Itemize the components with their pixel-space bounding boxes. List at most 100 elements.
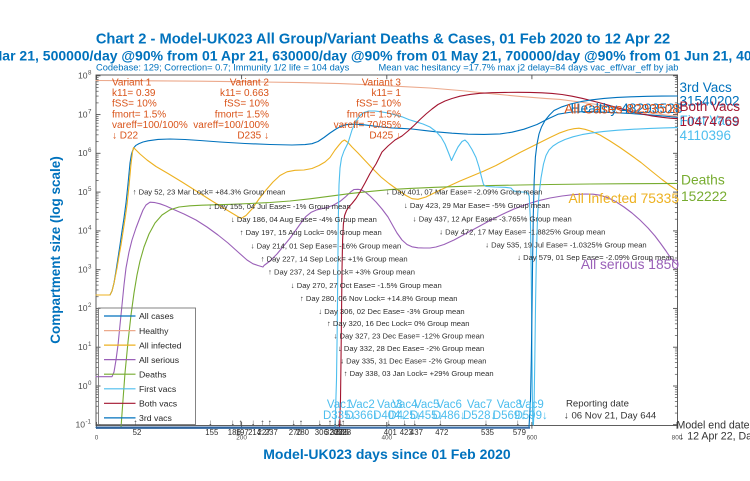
svg-text:↑ Day 320, 16 Dec Lock= 0% Gro: ↑ Day 320, 16 Dec Lock= 0% Group mean: [327, 319, 469, 328]
svg-text:Vac1: Vac1: [327, 399, 352, 411]
svg-text:3: 3: [88, 264, 92, 271]
svg-text:3rd Vacs: 3rd Vacs: [680, 80, 733, 95]
svg-text:vareff= 70/85%: vareff= 70/85%: [334, 120, 401, 131]
svg-text:10: 10: [78, 303, 88, 313]
svg-text:600: 600: [527, 435, 538, 442]
svg-text:579: 579: [513, 428, 526, 437]
svg-text:Chart 2 - Model-UK023 All Grou: Chart 2 - Model-UK023 All Group/Variant …: [96, 32, 670, 48]
svg-text:Deaths: Deaths: [681, 173, 725, 188]
svg-text:535: 535: [481, 428, 495, 437]
svg-text:5: 5: [88, 186, 92, 193]
svg-text:Model-UK023 days since 01 Feb: Model-UK023 days since 01 Feb 2020: [263, 446, 511, 462]
svg-text:423: 423: [400, 428, 413, 437]
svg-text:D425↓: D425↓: [388, 410, 421, 422]
svg-text:237: 237: [265, 428, 278, 437]
svg-text:↑: ↑: [260, 418, 264, 427]
svg-text:↑: ↑: [299, 418, 303, 427]
svg-text:Mean vac hesitancy =17.7% max: Mean vac hesitancy =17.7% max j2 delay=8…: [379, 63, 679, 73]
svg-text:437: 437: [410, 428, 423, 437]
svg-text:4: 4: [88, 225, 92, 232]
svg-text:Variant 2: Variant 2: [230, 78, 270, 89]
svg-text:↓ Day 579, 01 Sep Ease= -2.09%: ↓ Day 579, 01 Sep Ease= -2.09% Group mea…: [517, 253, 674, 262]
svg-text:↓: ↓: [208, 418, 212, 427]
svg-text:472: 472: [435, 428, 448, 437]
svg-text:200: 200: [236, 435, 247, 442]
svg-text:Model end date: Model end date: [677, 420, 750, 432]
svg-text:152222: 152222: [681, 189, 727, 204]
svg-text:332: 332: [334, 428, 347, 437]
svg-text:2: 2: [88, 302, 92, 309]
svg-text:All serious: All serious: [139, 355, 180, 365]
svg-text:↓ Day 472, 17 May Ease= -1.882: ↓ Day 472, 17 May Ease= -1.8825% Group m…: [439, 228, 605, 237]
svg-text:fmort= 1.5%: fmort= 1.5%: [215, 109, 269, 120]
svg-text:10: 10: [75, 420, 85, 430]
svg-text:fSS= 10%: fSS= 10%: [224, 99, 269, 110]
svg-text:335: 335: [336, 428, 350, 437]
svg-text:↓: ↓: [231, 418, 235, 427]
svg-text:Healthy 48293528: Healthy 48293528: [571, 101, 683, 116]
svg-text:↓ Day 214, 01 Sep Ease= -16% G: ↓ Day 214, 01 Sep Ease= -16% Group mean: [251, 241, 402, 250]
svg-text:fmort= 1.5%: fmort= 1.5%: [347, 109, 401, 120]
svg-text:10: 10: [78, 342, 88, 352]
svg-text:Healthy: Healthy: [139, 326, 169, 336]
svg-text:Deaths: Deaths: [139, 369, 167, 379]
svg-text:D335↓: D335↓: [323, 410, 356, 422]
svg-text:All serious 1850: All serious 1850: [581, 257, 679, 272]
svg-text:10: 10: [78, 265, 88, 275]
svg-text:D486↓: D486↓: [433, 410, 466, 422]
svg-text:vareff=100/100%: vareff=100/100%: [193, 120, 269, 131]
svg-text:186: 186: [228, 428, 241, 437]
svg-text:800: 800: [672, 435, 683, 442]
svg-text:k11= 0.39: k11= 0.39: [112, 88, 156, 99]
svg-text:227: 227: [257, 428, 270, 437]
svg-text:197: 197: [236, 428, 249, 437]
svg-text:Both Vacs: Both Vacs: [680, 99, 741, 114]
svg-text:↓ Day 535, 19 Jul Ease= -1.032: ↓ Day 535, 19 Jul Ease= -1.0325% Group m…: [485, 241, 646, 250]
svg-text:280: 280: [296, 428, 310, 437]
svg-text:10: 10: [78, 187, 88, 197]
svg-text:↓: ↓: [387, 418, 391, 427]
svg-text:Codebase: 129; Correction= 0.7: Codebase: 129; Correction= 0.7; Immunity…: [96, 63, 350, 73]
svg-text:Vac9: Vac9: [518, 399, 543, 411]
svg-text:10: 10: [78, 71, 88, 81]
svg-text:↑ Day 237, 24 Sep Lock= +3% Gr: ↑ Day 237, 24 Sep Lock= +3% Group mean: [268, 268, 415, 277]
svg-text:10: 10: [78, 148, 88, 158]
svg-text:↓: ↓: [333, 418, 337, 427]
svg-text:First vacs: First vacs: [139, 384, 177, 394]
svg-text:D404↓: D404↓: [373, 410, 406, 422]
svg-text:↑: ↑: [341, 418, 345, 427]
svg-text:400000/day @90% from 01 Mar 21: 400000/day @90% from 01 Mar 21, 500000/d…: [0, 48, 750, 64]
svg-text:3rd vacs: 3rd vacs: [139, 413, 172, 423]
svg-text:Vac8: Vac8: [497, 399, 522, 411]
svg-text:↓ Day 327, 23 Dec Ease= -12% G: ↓ Day 327, 23 Dec Ease= -12% Group mean: [334, 331, 484, 340]
svg-text:↓: ↓: [413, 418, 417, 427]
svg-text:All Infected 75335: All Infected 75335: [569, 191, 680, 206]
svg-text:D528↓: D528↓: [463, 410, 496, 422]
svg-text:↓ 12 Apr 22, Day 800: ↓ 12 Apr 22, Day 800: [679, 431, 750, 443]
svg-text:↓: ↓: [251, 418, 255, 427]
svg-text:All cases: All cases: [139, 311, 174, 321]
svg-text:Variant 3: Variant 3: [362, 78, 402, 89]
svg-text:Vac2: Vac2: [349, 399, 374, 411]
svg-text:vareff=100/100%: vareff=100/100%: [112, 120, 188, 131]
svg-text:7: 7: [88, 108, 92, 115]
svg-text:D425 ↓: D425 ↓: [369, 131, 401, 142]
svg-text:First Vacs: First Vacs: [680, 113, 739, 128]
svg-text:338: 338: [338, 428, 351, 437]
svg-text:↑ Day 52, 23 Mar Lock= +84.3%: ↑ Day 52, 23 Mar Lock= +84.3% Group mean: [133, 188, 286, 197]
svg-text:↓: ↓: [318, 418, 322, 427]
svg-text:All Cases 8293508: All Cases 8293508: [564, 102, 680, 117]
svg-text:Vac4: Vac4: [392, 399, 418, 411]
svg-text:320: 320: [325, 428, 339, 437]
svg-text:31540202: 31540202: [680, 94, 740, 109]
svg-text:All infected: All infected: [139, 340, 182, 350]
svg-text:↓ Day 332, 28 Dec Ease= -2% Gr: ↓ Day 332, 28 Dec Ease= -2% Group mean: [338, 344, 484, 353]
svg-text:10: 10: [78, 381, 88, 391]
svg-text:↓: ↓: [403, 418, 407, 427]
svg-text:D366↓: D366↓: [345, 410, 378, 422]
svg-text:↓: ↓: [438, 418, 442, 427]
svg-text:Vac5: Vac5: [414, 399, 439, 411]
svg-text:↑ Day 338, 03 Jan Lock= +29% G: ↑ Day 338, 03 Jan Lock= +29% Group mean: [344, 369, 494, 378]
svg-text:fSS= 10%: fSS= 10%: [356, 99, 401, 110]
svg-text:10474769: 10474769: [680, 114, 740, 129]
